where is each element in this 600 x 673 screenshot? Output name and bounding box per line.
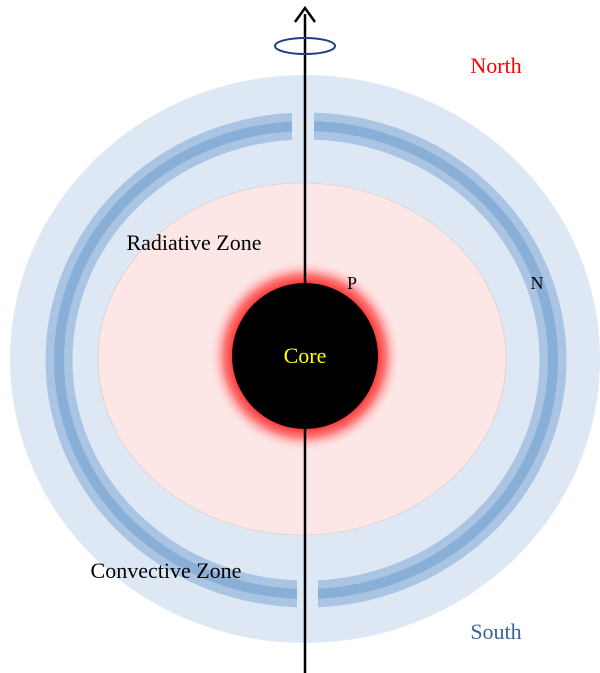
n-label: N	[531, 273, 544, 293]
convective-zone-label: Convective Zone	[91, 558, 242, 583]
south-label: South	[470, 619, 521, 644]
band-gap-top	[292, 108, 314, 144]
axis-arrowhead	[293, 5, 317, 23]
rotation-indicator	[274, 37, 336, 55]
p-label: P	[347, 273, 357, 293]
band-gap-bottom	[297, 574, 318, 610]
north-label: North	[470, 53, 521, 78]
radiative-zone-label: Radiative Zone	[126, 230, 261, 255]
core-label: Core	[284, 343, 327, 368]
